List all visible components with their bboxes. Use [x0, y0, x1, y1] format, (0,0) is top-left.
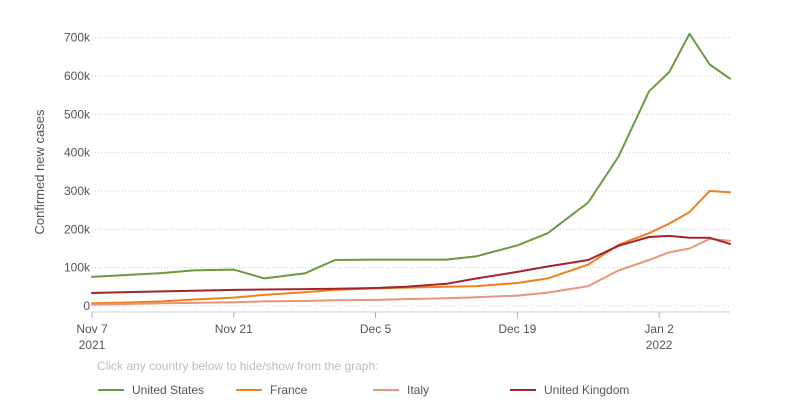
- y-tick-label: 700k: [64, 31, 91, 45]
- legend-label-italy: Italy: [407, 383, 430, 397]
- legend-swatch-united-kingdom: [510, 389, 536, 391]
- x-tick-label: Dec 19: [498, 322, 536, 336]
- x-tick-year-label: 2022: [646, 338, 673, 352]
- y-tick-label: 400k: [64, 146, 91, 160]
- x-tick-year-label: 2021: [79, 338, 106, 352]
- legend-label-france: France: [270, 383, 308, 397]
- y-tick-label: 300k: [64, 184, 91, 198]
- legend-swatch-italy: [373, 389, 399, 391]
- y-tick-label: 0: [83, 299, 90, 313]
- legend-swatch-france: [236, 389, 262, 391]
- y-tick-label: 100k: [64, 261, 91, 275]
- y-axis-title: Confirmed new cases: [32, 109, 47, 234]
- series-line-united-kingdom: [91, 234, 731, 294]
- series-line-france: [91, 190, 731, 305]
- x-tick-label: Nov 7: [76, 322, 108, 336]
- x-tick-label: Dec 5: [360, 322, 392, 336]
- x-tick-label: Jan 2: [644, 322, 674, 336]
- legend-swatch-united-states: [98, 389, 124, 391]
- legend: United States France Italy United Kingdo…: [0, 380, 788, 400]
- y-tick-label: 200k: [64, 222, 91, 236]
- y-tick-label: 500k: [64, 107, 91, 121]
- legend-item-france[interactable]: France: [236, 380, 307, 400]
- legend-label-united-states: United States: [132, 383, 205, 397]
- x-tick-label: Nov 21: [215, 322, 253, 336]
- legend-item-italy[interactable]: Italy: [373, 380, 429, 400]
- series-lines: [91, 32, 731, 306]
- legend-item-united-kingdom[interactable]: United Kingdom: [510, 380, 629, 400]
- series-line-united-states: [91, 32, 731, 280]
- legend-hint: Click any country below to hide/show fro…: [97, 359, 379, 373]
- axes: 0 100k 200k 300k 400k 500k 600k 700k Nov 7 2021 No…: [64, 31, 730, 352]
- series-line-italy: [91, 237, 731, 306]
- legend-label-united-kingdom: United Kingdom: [544, 383, 630, 397]
- y-tick-label: 600k: [64, 69, 91, 83]
- legend-item-united-states[interactable]: United States: [98, 380, 204, 400]
